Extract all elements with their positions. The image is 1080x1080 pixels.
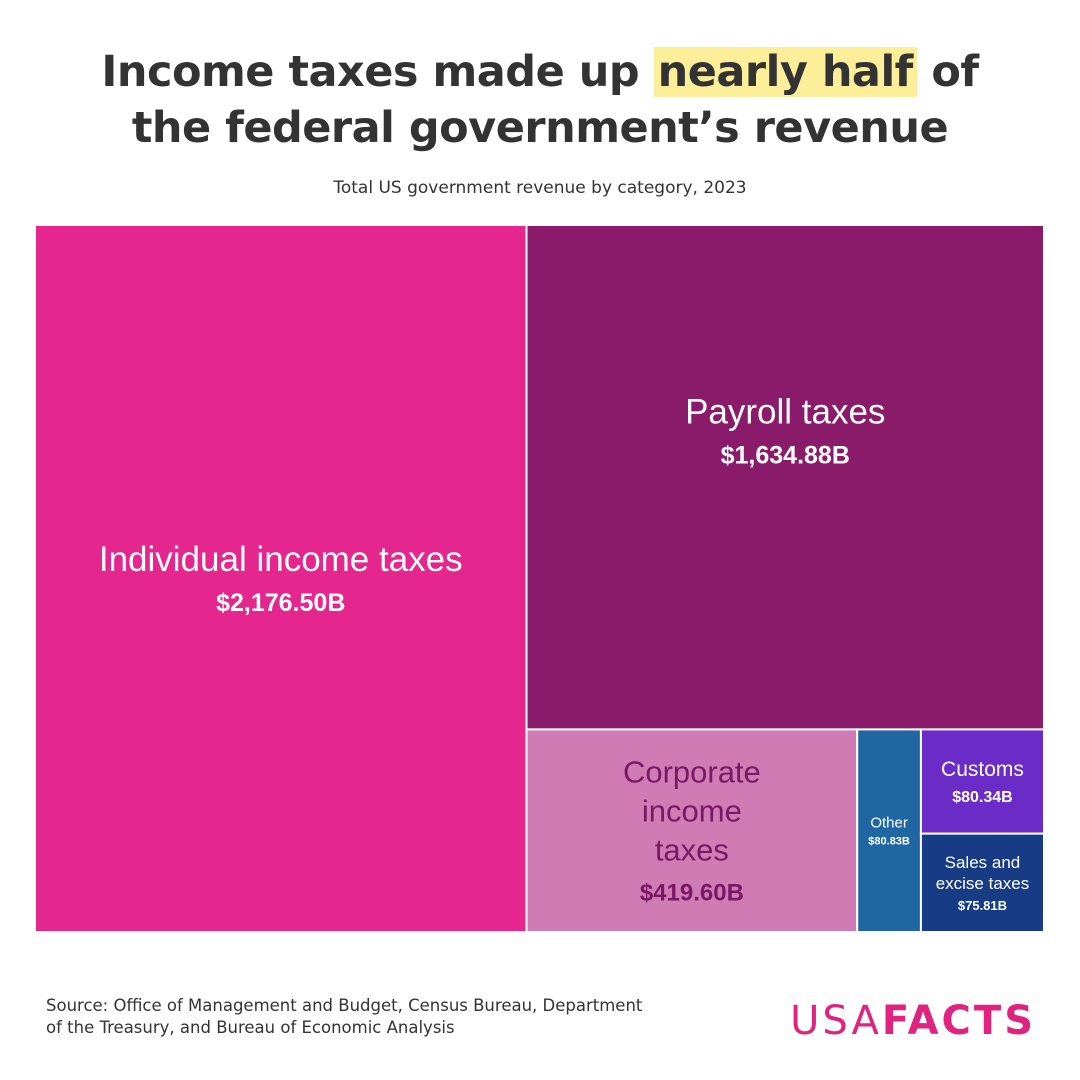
tile-value-sales: $75.81B xyxy=(958,898,1007,913)
title-line-2: the federal government’s revenue xyxy=(131,103,949,153)
title-part-2: of xyxy=(916,47,979,97)
tile-label-corporate-2: income xyxy=(642,794,742,829)
chart-subtitle: Total US government revenue by category,… xyxy=(333,178,747,198)
source-line-2: of the Treasury, and Bureau of Economic … xyxy=(46,1018,455,1037)
tile-individual xyxy=(34,224,528,933)
chart-title: Income taxes made up nearly half of the … xyxy=(0,44,1080,156)
tile-value-other: $80.83B xyxy=(868,835,910,847)
tile-label-payroll-1: Payroll taxes xyxy=(685,392,885,431)
title-line-1: Income taxes made up nearly half of xyxy=(0,44,1080,100)
title-part-1: Income taxes made up xyxy=(101,47,654,97)
tile-value-payroll: $1,634.88B xyxy=(721,441,850,469)
tile-payroll xyxy=(525,224,1045,731)
tile-label-sales-1: Sales and xyxy=(945,853,1021,872)
title-highlight: nearly half xyxy=(653,47,917,97)
tile-label-individual-1: Individual income taxes xyxy=(99,540,463,579)
tile-label-sales-2: excise taxes xyxy=(936,874,1030,893)
tile-label-other-1: Other xyxy=(870,814,908,831)
tile-value-individual: $2,176.50B xyxy=(216,589,345,617)
tile-customs xyxy=(919,728,1045,835)
tile-value-customs: $80.34B xyxy=(952,789,1013,806)
source-line-1: Source: Office of Management and Budget,… xyxy=(46,996,643,1015)
usafacts-logo: USAFACTS xyxy=(790,998,1036,1044)
tile-label-corporate-3: taxes xyxy=(655,833,729,868)
tile-sales xyxy=(919,832,1045,933)
logo-facts: FACTS xyxy=(881,998,1036,1044)
tile-label-customs-1: Customs xyxy=(941,758,1024,781)
tile-label-corporate-1: Corporate xyxy=(623,755,761,790)
source-note: Source: Office of Management and Budget,… xyxy=(46,995,746,1039)
tile-value-corporate: $419.60B xyxy=(640,880,744,907)
logo-usa: USA xyxy=(790,998,882,1044)
